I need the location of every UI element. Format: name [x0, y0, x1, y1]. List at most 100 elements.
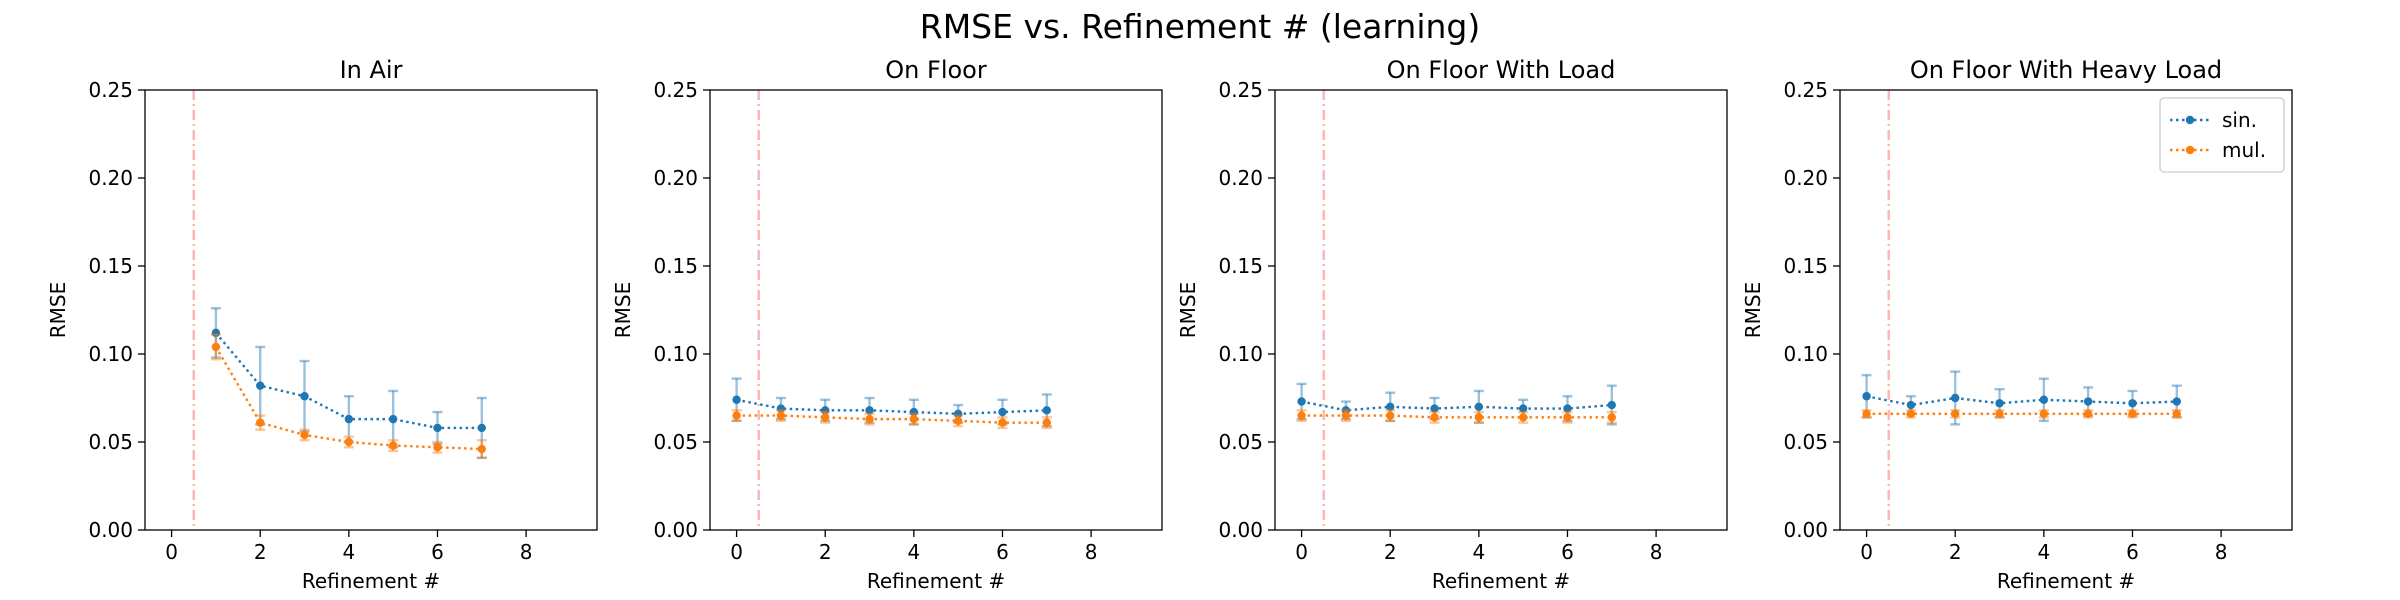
- y-tick-label: 0.05: [653, 430, 698, 454]
- data-point-sin: [477, 423, 486, 433]
- x-tick-label: 2: [1384, 540, 1397, 564]
- panel-title: On Floor: [885, 56, 987, 84]
- data-point-mul: [776, 411, 786, 420]
- y-tick-label: 0.25: [1783, 78, 1828, 102]
- x-tick-label: 4: [2037, 540, 2050, 564]
- legend-marker-mul: [2185, 145, 2195, 155]
- panels: In Air 0.00 0.05 0.10 0.15 0.20 0.25 0 2 4 6 8 Refin…: [46, 56, 2293, 593]
- y-axis-label: RMSE: [1741, 282, 1765, 338]
- y-axis-label: RMSE: [611, 282, 635, 338]
- x-tick-label: 6: [431, 540, 444, 564]
- y-tick-label: 0.00: [1218, 518, 1263, 542]
- data-point-sin: [300, 392, 309, 401]
- x-tick-label: 8: [2215, 540, 2228, 564]
- y-axis-label: RMSE: [46, 282, 70, 338]
- data-point-sin: [1474, 402, 1484, 411]
- legend-label-mul: mul.: [2222, 138, 2266, 162]
- x-axis-label: Refinement #: [1432, 569, 1570, 593]
- x-tick-label: 6: [2126, 540, 2139, 564]
- data-point-sin: [1518, 404, 1528, 413]
- series-line-sin: [736, 398, 1047, 416]
- axes-frame: [709, 89, 1163, 531]
- data-point-mul: [909, 414, 919, 424]
- x-tick-label: 0: [1295, 540, 1308, 564]
- data-point-mul: [300, 430, 309, 440]
- y-tick-label: 0.25: [653, 78, 698, 102]
- data-point-mul: [2083, 409, 2093, 419]
- data-point-mul: [1906, 409, 1916, 419]
- data-point-sin: [1563, 404, 1572, 413]
- y-tick-label: 0.20: [1783, 166, 1828, 190]
- legend-label-sin: sin.: [2222, 108, 2257, 132]
- axes-frame: [1274, 89, 1728, 531]
- series-mul: [731, 409, 1052, 430]
- y-tick-label: 0.05: [1783, 430, 1828, 454]
- data-point-mul: [1341, 411, 1351, 420]
- series-line-mul: [1301, 414, 1612, 419]
- x-tick-label: 4: [907, 540, 920, 564]
- panel-2: On Floor 0.00 0.05 0.10 0.15 0.20 0.25 0 2 4 6 8 Ref…: [611, 56, 1163, 593]
- data-point-sin: [821, 406, 830, 415]
- data-point-mul: [344, 437, 354, 447]
- data-point-mul: [1951, 409, 1960, 419]
- data-point-mul: [865, 414, 874, 424]
- x-tick-label: 2: [819, 540, 832, 564]
- data-point-sin: [211, 328, 221, 338]
- data-point-mul: [2039, 409, 2049, 419]
- y-tick-label: 0.00: [1783, 518, 1828, 542]
- data-point-mul: [1042, 418, 1051, 427]
- y-tick-label: 0.15: [1218, 254, 1263, 278]
- data-point-sin: [256, 381, 265, 390]
- data-point-mul: [256, 418, 265, 427]
- data-point-sin: [909, 407, 919, 417]
- data-point-sin: [865, 406, 874, 415]
- panel-3: On Floor With Load 0.00 0.05 0.10 0.15 0.20 0.…: [1176, 56, 1728, 593]
- series-line-sin: [1301, 400, 1612, 412]
- y-tick-label: 0.15: [88, 254, 133, 278]
- x-tick-label: 0: [165, 540, 178, 564]
- data-point-mul: [1386, 411, 1395, 420]
- data-point-sin: [1297, 397, 1306, 406]
- data-point-sin: [2039, 395, 2049, 404]
- x-tick-label: 4: [342, 540, 355, 564]
- y-tick-label: 0.00: [653, 518, 698, 542]
- y-tick-label: 0.00: [88, 518, 133, 542]
- data-point-mul: [2128, 409, 2137, 419]
- figure-title: RMSE vs. Refinement # (learning): [920, 7, 1480, 46]
- data-point-mul: [1518, 413, 1528, 422]
- data-point-sin: [1430, 404, 1439, 413]
- x-tick-label: 2: [1949, 540, 1962, 564]
- data-point-mul: [1995, 409, 2004, 419]
- data-point-mul: [953, 416, 963, 426]
- series-mul: [1861, 409, 2182, 419]
- x-tick-label: 8: [1085, 540, 1098, 564]
- y-tick-label: 0.10: [88, 342, 133, 366]
- y-tick-label: 0.20: [653, 166, 698, 190]
- series-line-mul: [736, 414, 1047, 424]
- y-tick-label: 0.05: [88, 430, 133, 454]
- x-axis-label: Refinement #: [1997, 569, 2135, 593]
- data-point-sin: [1906, 400, 1916, 410]
- y-tick-label: 0.05: [1218, 430, 1263, 454]
- series-line-sin: [1866, 395, 2177, 407]
- panel-title: In Air: [340, 56, 403, 84]
- legend: sin. mul.: [2159, 97, 2285, 173]
- y-tick-label: 0.10: [1783, 342, 1828, 366]
- data-point-mul: [1474, 413, 1484, 422]
- data-point-sin: [388, 414, 398, 424]
- data-point-mul: [211, 342, 221, 352]
- x-tick-label: 6: [996, 540, 1009, 564]
- data-point-mul: [998, 418, 1007, 427]
- data-point-sin: [433, 423, 442, 433]
- y-tick-label: 0.20: [1218, 166, 1263, 190]
- data-point-sin: [1042, 406, 1051, 415]
- data-point-mul: [821, 413, 830, 422]
- y-tick-label: 0.15: [653, 254, 698, 278]
- data-point-sin: [776, 404, 786, 413]
- data-point-mul: [477, 444, 486, 454]
- data-point-sin: [2172, 397, 2181, 406]
- data-point-mul: [1297, 411, 1306, 420]
- data-point-sin: [1607, 400, 1616, 410]
